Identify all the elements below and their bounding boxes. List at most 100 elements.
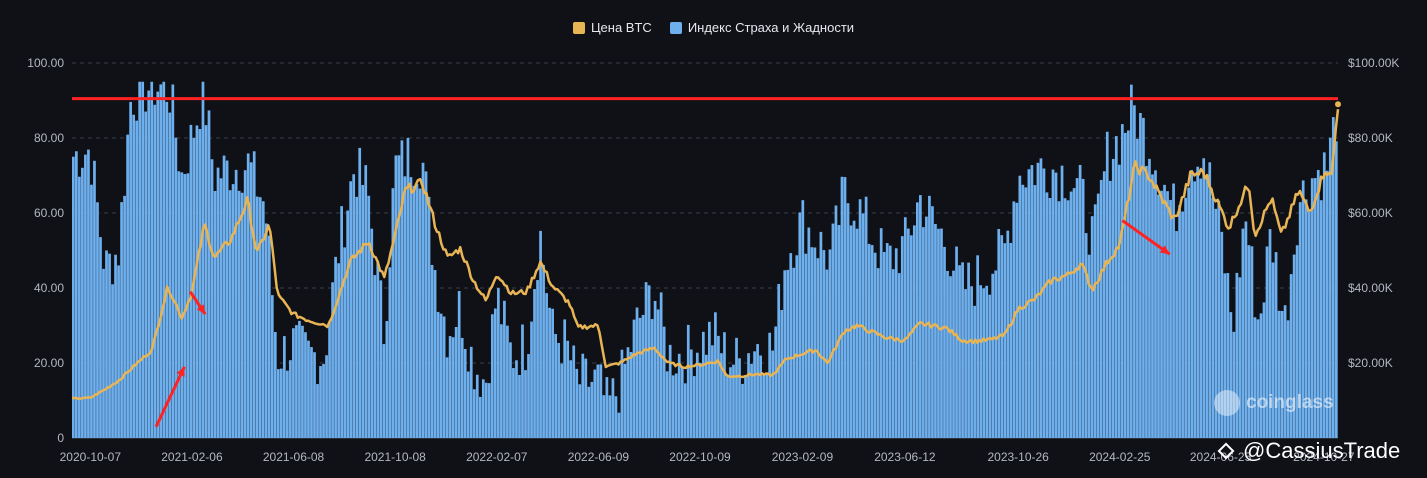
- fng-bar: [1127, 130, 1130, 438]
- fng-bar: [234, 169, 238, 438]
- fng-bar: [584, 358, 588, 438]
- fng-bar: [156, 91, 160, 439]
- fng-bar: [626, 347, 630, 438]
- fng-bar: [1069, 191, 1073, 438]
- fng-bar: [641, 314, 645, 438]
- fng-bar: [1051, 169, 1055, 438]
- fng-bar: [403, 176, 407, 438]
- fng-bar: [792, 267, 796, 438]
- fng-bar: [322, 364, 325, 438]
- fng-bar: [105, 250, 108, 438]
- fng-bar: [753, 351, 756, 438]
- fng-bar: [373, 275, 377, 438]
- fng-bar: [487, 383, 491, 438]
- fng-bar: [1163, 184, 1166, 438]
- fng-bar: [575, 368, 579, 438]
- fng-bar: [744, 375, 747, 438]
- fng-bar: [644, 282, 648, 438]
- fng-bar: [240, 192, 244, 438]
- fng-bar: [1301, 180, 1305, 438]
- fng-bar: [524, 370, 527, 438]
- fng-bar: [1111, 158, 1115, 438]
- fng-bar: [343, 247, 346, 438]
- btc-price-line: [71, 109, 1340, 401]
- fng-bar: [970, 286, 973, 438]
- fng-bar: [683, 383, 687, 438]
- fng-bar: [548, 307, 551, 438]
- fng-bar: [400, 140, 404, 438]
- fng-bar: [677, 353, 681, 438]
- fng-bar: [906, 228, 910, 438]
- fng-bar: [897, 273, 901, 438]
- fng-bar: [204, 125, 208, 438]
- fng-bar: [1283, 305, 1287, 438]
- fng-bar: [246, 153, 250, 439]
- fng-bar: [1322, 152, 1326, 438]
- fng-bar: [1202, 158, 1206, 439]
- fng-bar: [114, 254, 117, 438]
- fng-bar: [1250, 246, 1254, 438]
- fng-bar: [454, 326, 458, 438]
- author-handle: @CassiusTrade: [1215, 438, 1400, 464]
- fng-bar: [249, 162, 253, 439]
- legend-label-btc: Цена BTC: [590, 20, 652, 35]
- fng-bar: [189, 124, 193, 439]
- fng-bar: [940, 228, 943, 438]
- fng-bar: [928, 195, 931, 438]
- fng-bar: [141, 81, 145, 438]
- fng-bar: [1130, 84, 1133, 438]
- legend-item-fng[interactable]: Индекс Страха и Жадности: [669, 20, 854, 35]
- fng-bar: [1060, 165, 1064, 438]
- fng-bar: [270, 295, 274, 438]
- fng-bar: [858, 199, 862, 438]
- fng-bar: [946, 270, 949, 438]
- x-tick-label: 2022-06-09: [568, 450, 630, 464]
- fng-bar: [153, 104, 157, 438]
- fng-bar: [273, 331, 277, 438]
- fng-bar: [337, 263, 340, 438]
- y-left-tick-label: 60.00: [34, 206, 64, 220]
- fng-bar: [593, 369, 597, 438]
- fng-bar: [1117, 164, 1121, 438]
- fng-bar: [418, 188, 422, 438]
- fng-bar: [692, 376, 696, 438]
- fng-bar: [599, 364, 603, 438]
- fng-bar: [674, 373, 678, 438]
- fng-bar: [807, 227, 811, 438]
- x-tick-label: 2023-02-09: [772, 450, 834, 464]
- y-left-tick-label: 20.00: [34, 356, 64, 370]
- fng-bar: [340, 206, 343, 438]
- fng-bar: [611, 378, 615, 438]
- legend-item-btc[interactable]: Цена BTC: [572, 20, 652, 35]
- fng-bar: [87, 149, 90, 439]
- fng-bar: [608, 395, 612, 438]
- y-right-tick-label: $20.00K: [1348, 356, 1393, 370]
- fng-bar: [171, 84, 175, 438]
- fng-bar: [1133, 105, 1136, 438]
- fng-bar: [873, 252, 877, 438]
- fng-bar: [542, 264, 545, 438]
- fng-bar: [183, 174, 187, 438]
- fng-bar: [1271, 262, 1275, 438]
- fng-bar: [1208, 162, 1212, 438]
- fng-bar: [159, 84, 163, 439]
- fng-bar: [813, 247, 817, 438]
- fng-bar: [231, 184, 235, 438]
- fng-bar: [415, 184, 419, 438]
- fng-bar: [1166, 191, 1169, 438]
- fng-bar: [632, 319, 636, 438]
- fng-bar: [165, 101, 169, 438]
- fng-bar: [822, 250, 826, 438]
- fng-bar: [436, 311, 440, 438]
- fng-bar: [662, 326, 666, 438]
- fng-bar: [301, 325, 304, 438]
- fng-bar: [1033, 185, 1037, 438]
- x-tick-label: 2020-10-07: [60, 450, 122, 464]
- x-tick-label: 2022-02-07: [466, 450, 528, 464]
- fng-bar: [801, 200, 805, 438]
- fng-bar: [90, 184, 93, 438]
- fng-bar: [617, 412, 621, 438]
- fng-bar: [1063, 198, 1067, 438]
- fng-bar: [967, 262, 970, 438]
- y-right-tick-label: $60.00K: [1348, 206, 1393, 220]
